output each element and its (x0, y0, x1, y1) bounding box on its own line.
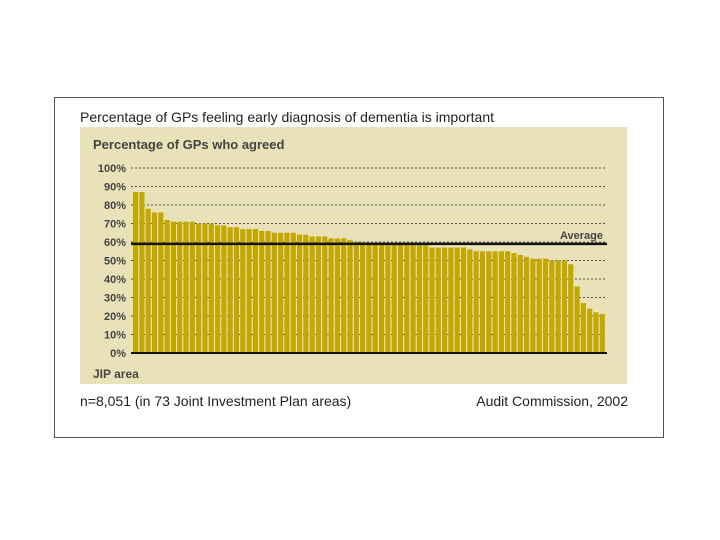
bar (555, 260, 561, 353)
bar (284, 232, 290, 353)
bar (334, 238, 340, 353)
bar (322, 236, 328, 353)
bar (454, 247, 460, 353)
bar (448, 247, 454, 353)
bar (271, 232, 277, 353)
bar (404, 243, 410, 353)
bar (580, 303, 586, 353)
bar (196, 223, 202, 353)
bar (347, 240, 353, 353)
bar (328, 238, 334, 353)
figure-title: Percentage of GPs feeling early diagnosi… (80, 109, 495, 125)
bar (561, 260, 568, 353)
bar (498, 251, 504, 353)
bar (517, 254, 523, 353)
y-tick-label: 0% (110, 348, 126, 360)
bar (549, 260, 555, 353)
chart-title: Percentage of GPs who agreed (93, 137, 285, 152)
bar (353, 242, 359, 353)
bar (524, 256, 530, 353)
bar (290, 232, 296, 353)
y-tick-label: 30% (104, 293, 126, 305)
bar (505, 251, 511, 353)
bar (391, 243, 397, 353)
bar (492, 251, 498, 353)
bar (252, 229, 258, 353)
bar (145, 208, 151, 353)
bars (133, 192, 605, 353)
bar (385, 243, 391, 353)
bar (202, 223, 208, 353)
y-axis-ticks: 100% 90% 80% 70% 60% 50% 40% 30% 20% 10% 0% (98, 163, 126, 360)
bar (593, 312, 599, 353)
bar (410, 243, 416, 353)
sample-size-caption: n=8,051 (in 73 Joint Investment Plan are… (80, 393, 352, 409)
y-tick-label: 90% (104, 182, 126, 194)
bar (158, 212, 164, 353)
bar (372, 243, 378, 353)
bar (133, 192, 139, 353)
bar (208, 223, 214, 353)
bar (511, 253, 517, 353)
y-tick-label: 50% (104, 256, 126, 268)
bar (303, 234, 309, 353)
bar (296, 234, 303, 353)
bar (416, 243, 422, 353)
bar (378, 243, 385, 353)
y-tick-label: 70% (104, 219, 126, 231)
bar (177, 221, 183, 353)
x-axis-label: JIP area (93, 367, 139, 381)
bar (486, 251, 492, 353)
bar (530, 258, 536, 353)
bar (151, 212, 158, 353)
bar (360, 242, 366, 353)
bar (423, 243, 429, 353)
bar (397, 243, 404, 353)
bar (259, 230, 265, 353)
y-tick-label: 20% (104, 311, 126, 323)
bar (183, 221, 189, 353)
bar (473, 251, 479, 353)
bar (315, 236, 322, 353)
y-tick-label: 100% (98, 163, 126, 175)
bar (341, 238, 347, 353)
source-caption: Audit Commission, 2002 (476, 393, 628, 409)
bar (170, 221, 177, 353)
bar (189, 221, 195, 353)
bar (265, 230, 271, 353)
bar (227, 227, 233, 353)
bar (479, 251, 486, 353)
bar (574, 286, 580, 353)
bar (233, 227, 240, 353)
bar (221, 225, 227, 353)
bar (214, 225, 221, 353)
bar (164, 219, 170, 353)
bar (442, 247, 448, 353)
bar (587, 308, 593, 353)
bar (568, 264, 574, 353)
bar (240, 229, 246, 353)
bar (542, 258, 549, 353)
bar (309, 236, 315, 353)
bar (246, 229, 252, 353)
y-tick-label: 60% (104, 237, 126, 249)
y-tick-label: 40% (104, 274, 126, 286)
average-label: Average (560, 230, 603, 242)
bar (139, 192, 145, 353)
bar (460, 247, 467, 353)
bar (467, 249, 473, 353)
bar (435, 247, 441, 353)
bar (366, 243, 372, 353)
bar (278, 232, 284, 353)
bar (536, 258, 542, 353)
bar (599, 314, 605, 353)
y-tick-label: 80% (104, 200, 126, 212)
bar (429, 247, 435, 353)
y-tick-label: 10% (104, 330, 126, 342)
